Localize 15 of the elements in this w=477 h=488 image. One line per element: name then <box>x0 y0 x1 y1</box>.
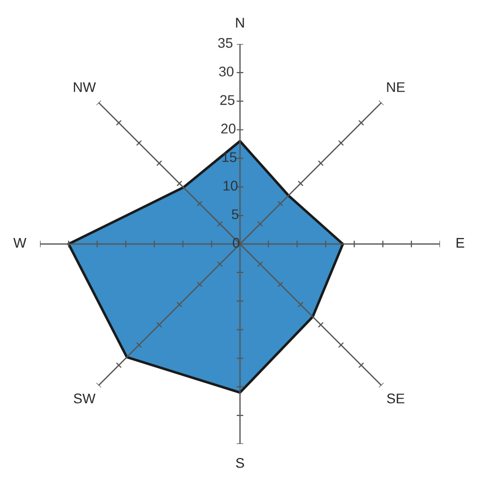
y-tick-label: 30 <box>219 66 234 76</box>
spoke-label: SW <box>74 394 96 404</box>
spoke-label: NE <box>387 82 405 92</box>
spoke-label: W <box>13 238 26 248</box>
spoke-label: N <box>236 18 244 28</box>
y-tick-label: 10 <box>224 180 238 191</box>
y-tick-label: 25 <box>220 95 234 105</box>
y-tick-label: 35 <box>218 38 232 48</box>
spoke-label: E <box>456 238 464 248</box>
spoke-label: S <box>236 458 244 468</box>
y-tick-label: 5 <box>232 209 238 220</box>
spoke-label: NW <box>74 82 96 92</box>
y-tick-label: 20 <box>221 124 236 134</box>
spoke-label: SE <box>387 394 404 404</box>
y-tick-label: 15 <box>222 152 236 162</box>
